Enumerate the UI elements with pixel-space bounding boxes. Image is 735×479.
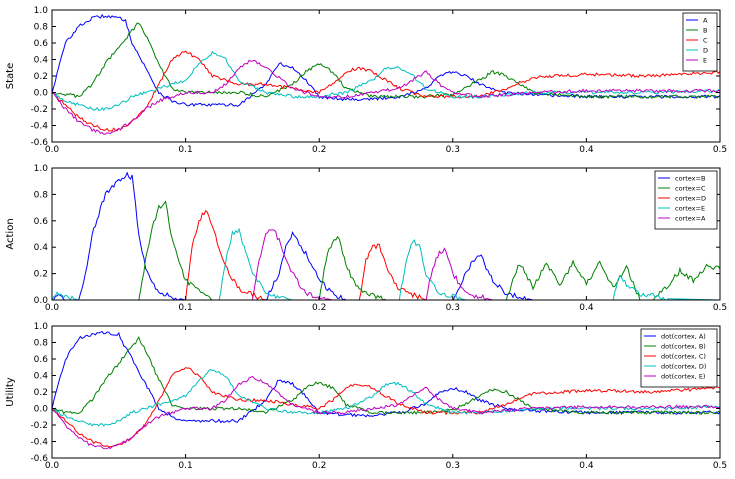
legend-label: B (703, 27, 707, 35)
series-line-1-1 (52, 13, 720, 107)
y-axis-label: Utility (5, 377, 16, 406)
legend-label: dot(cortex, D) (661, 363, 706, 371)
chart-panel-3: 0.0 0.1 0.2 0.3 0.4 0.5 1.0 0.8 0.6 0.4 0.2 0.0 -0.2… (5, 322, 727, 471)
x-tick-label: 0.0 (45, 145, 60, 155)
y-tick-label: -0.2 (30, 105, 48, 115)
legend-label: D (703, 47, 708, 55)
legend-label: C (703, 37, 708, 45)
series-line-2-3 (52, 209, 720, 300)
legend: dot(cortex, A) dot(cortex, B) dot(cortex, … (640, 328, 718, 388)
legend-box (640, 328, 718, 388)
x-tick-label: 0.4 (579, 461, 594, 471)
y-tick-label: 0.6 (34, 355, 49, 365)
y-axis-label: State (5, 63, 16, 89)
y-tick-label: 0.4 (34, 372, 49, 382)
x-tick-label: 0.0 (45, 303, 60, 313)
x-tick-label: 0.3 (446, 145, 460, 155)
y-axis-label: Action (5, 218, 16, 249)
y-tick-label: 1.0 (34, 6, 49, 16)
series-line-1-3 (52, 50, 720, 132)
legend-box (682, 12, 718, 72)
y-tick-label: 1.0 (34, 322, 49, 332)
legend-label: cortex=B (675, 175, 705, 183)
axes-frame (51, 167, 721, 301)
legend-label: cortex=E (675, 205, 705, 213)
x-tick-label: 0.2 (312, 303, 326, 313)
x-tick-label: 0.3 (446, 303, 460, 313)
series-line-2-2 (52, 200, 720, 300)
y-tick-label: 0.8 (34, 23, 49, 33)
legend-box (654, 170, 718, 230)
series-line-3-2 (52, 335, 720, 416)
series-line-1-4 (52, 50, 720, 112)
x-tick-label: 0.1 (178, 461, 192, 471)
x-tick-label: 0.4 (579, 303, 594, 313)
x-tick-label: 0.2 (312, 145, 326, 155)
y-tick-label: -0.2 (30, 421, 48, 431)
legend-label: dot(cortex, A) (661, 333, 706, 341)
y-tick-label: 0.2 (34, 270, 48, 280)
chart-panel-1: 0.0 0.1 0.2 0.3 0.4 0.5 1.0 0.8 0.6 0.4 0.2 0.0 -0.2… (5, 6, 727, 155)
y-tick-label: 0.8 (34, 190, 49, 200)
x-tick-label: 0.1 (178, 303, 192, 313)
y-tick-label: 0.6 (34, 217, 49, 227)
y-tick-label: 0.4 (34, 56, 49, 66)
x-tick-label: 0.2 (312, 461, 326, 471)
axes-frame (51, 9, 721, 143)
legend-label: dot(cortex, E) (661, 373, 705, 381)
series-line-1-2 (52, 22, 720, 100)
series-line-3-1 (52, 330, 720, 424)
series-line-3-4 (52, 369, 720, 427)
y-tick-label: 0.4 (34, 243, 49, 253)
y-tick-label: -0.6 (30, 454, 48, 464)
series-line-2-1 (52, 171, 720, 300)
y-tick-label: 0.6 (34, 39, 49, 49)
y-tick-label: 0.0 (34, 89, 49, 99)
x-tick-label: 0.5 (713, 303, 727, 313)
legend-label: cortex=A (675, 215, 706, 223)
legend: cortex=B cortex=C cortex=D cortex=E cortex=A (654, 170, 718, 230)
series-line-1-5 (52, 59, 720, 135)
y-tick-label: -0.6 (30, 138, 48, 148)
y-tick-label: -0.4 (30, 438, 48, 448)
y-tick-label: 0.0 (34, 405, 49, 415)
legend-label: dot(cortex, B) (661, 343, 706, 351)
legend-label: cortex=C (675, 185, 706, 193)
x-tick-label: 0.0 (45, 461, 60, 471)
y-tick-label: -0.4 (30, 122, 48, 132)
y-tick-label: 0.0 (34, 296, 49, 306)
y-tick-label: 0.8 (34, 339, 49, 349)
y-tick-label: 0.2 (34, 72, 48, 82)
x-tick-label: 0.1 (178, 145, 192, 155)
x-tick-label: 0.3 (446, 461, 460, 471)
legend-label: dot(cortex, C) (661, 353, 706, 361)
legend-label: E (703, 57, 707, 65)
legend-label: A (703, 17, 708, 25)
x-tick-label: 0.5 (713, 145, 727, 155)
chart-panel-2: 0.0 0.1 0.2 0.3 0.4 0.5 1.0 0.8 0.6 0.4 0.2 0.0 Acti… (5, 164, 727, 313)
series-line-3-5 (52, 375, 720, 450)
series-line-3-3 (52, 367, 720, 448)
x-tick-label: 0.4 (579, 145, 594, 155)
y-tick-label: 0.2 (34, 388, 48, 398)
x-tick-label: 0.5 (713, 461, 727, 471)
y-tick-label: 1.0 (34, 164, 49, 174)
legend-label: cortex=D (675, 195, 706, 203)
